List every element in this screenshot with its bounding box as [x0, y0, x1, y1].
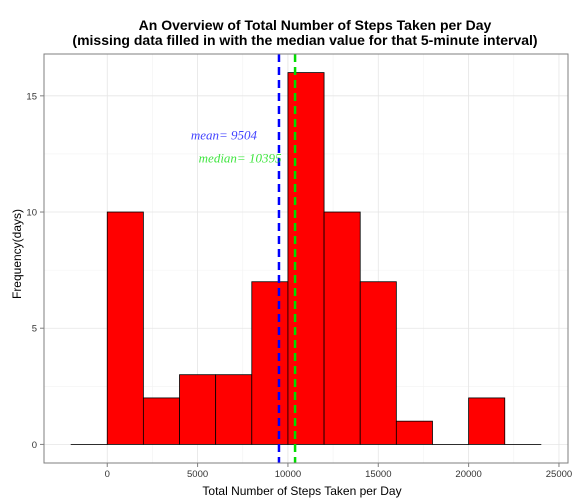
x-axis-ticks: 0 5000 10000 15000 20000 25000: [105, 463, 572, 480]
x-tick-label: 10000: [275, 469, 301, 480]
histogram-bar: [215, 374, 253, 445]
x-axis-title: Total Number of Steps Taken per Day: [202, 484, 401, 498]
y-axis-title: Frequency(days): [10, 209, 24, 299]
histogram-bar: [106, 211, 144, 445]
histogram-bar: [468, 397, 506, 445]
histogram-bars: [70, 72, 542, 445]
x-tick-label: 0: [105, 469, 110, 480]
y-axis-ticks: 0 5 10 15: [26, 91, 44, 451]
x-tick-label: 15000: [365, 469, 391, 480]
histogram-bar: [359, 281, 397, 445]
x-tick-label: 25000: [546, 469, 572, 480]
histogram-bar: [323, 211, 361, 445]
y-tick-label: 5: [32, 324, 37, 335]
median-annotation: median= 10395: [199, 151, 282, 166]
chart-subtitle: (missing data filled in with the median …: [72, 32, 537, 48]
plot-panel-border: [43, 53, 569, 464]
chart-title: An Overview of Total Number of Steps Tak…: [139, 17, 492, 33]
y-tick-label: 15: [26, 91, 37, 102]
histogram-bar: [251, 281, 289, 445]
histogram-bar: [395, 420, 433, 445]
histogram-bar: [287, 72, 325, 445]
reference-lines: mean= 9504 median= 10395: [191, 54, 297, 463]
histogram-bar: [179, 374, 217, 445]
x-tick-label: 5000: [187, 469, 208, 480]
x-tick-label: 20000: [455, 469, 481, 480]
y-tick-label: 10: [26, 208, 37, 219]
mean-annotation: mean= 9504: [191, 127, 258, 142]
y-tick-label: 0: [32, 440, 37, 451]
histogram-bar: [142, 397, 180, 445]
